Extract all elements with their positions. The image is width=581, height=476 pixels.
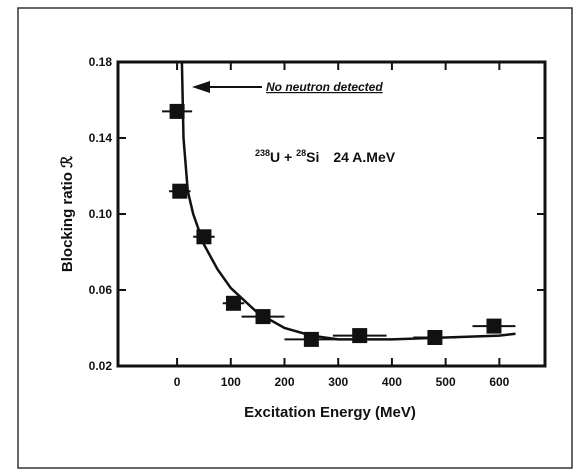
mass-number: 238 — [255, 148, 270, 158]
x-tick-label: 100 — [221, 375, 241, 389]
energy: 24 A.MeV — [333, 149, 395, 165]
data-point — [255, 309, 271, 325]
y-tick-label: 0.02 — [89, 359, 113, 373]
frame — [17, 7, 573, 469]
reaction-label: 238U + 28Si 24 A.MeV — [255, 148, 396, 165]
y-axis-label: Blocking ratio ℛ — [59, 156, 76, 272]
element: U + — [270, 149, 296, 165]
x-tick-label: 400 — [382, 375, 402, 389]
data-point — [486, 318, 502, 334]
x-tick-label: 0 — [174, 375, 181, 389]
data-point — [427, 330, 443, 345]
data-point — [169, 103, 185, 119]
data-point — [225, 295, 241, 311]
y-tick-label: 0.14 — [89, 131, 113, 145]
data-point — [352, 328, 368, 344]
x-tick-label: 300 — [328, 375, 348, 389]
data-point — [303, 331, 319, 347]
arrow-head — [192, 81, 210, 93]
y-tick-label: 0.10 — [89, 207, 113, 221]
data-point — [172, 183, 188, 199]
y-tick-label: 0.18 — [89, 55, 113, 69]
x-tick-label: 200 — [274, 375, 294, 389]
mass-number: 28 — [296, 148, 306, 158]
y-tick-label: 0.06 — [89, 283, 113, 297]
x-tick-label: 500 — [436, 375, 456, 389]
x-axis-label: Excitation Energy (MeV) — [244, 404, 416, 421]
data-point — [196, 229, 212, 245]
annotation: No neutron detected — [266, 80, 383, 94]
element: Si — [306, 149, 319, 165]
x-tick-label: 600 — [489, 375, 509, 389]
